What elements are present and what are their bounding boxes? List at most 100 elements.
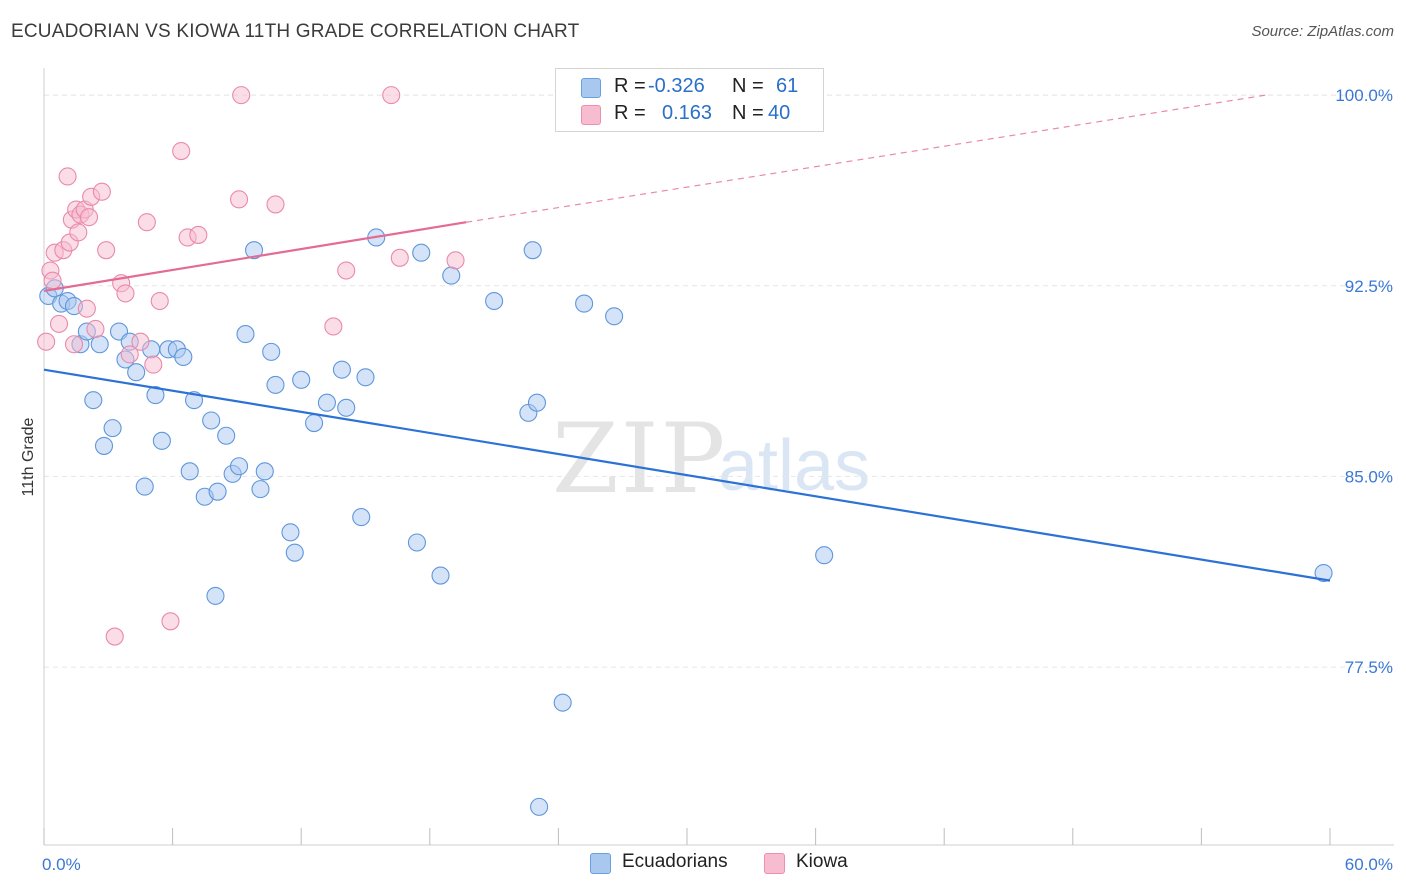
ecuadorian-point <box>90 335 109 354</box>
ecuadorian-point <box>255 462 274 481</box>
legend-n-label: N = <box>732 75 764 97</box>
ecuadorian-point <box>815 546 834 565</box>
series-kiowa <box>37 86 465 646</box>
legend-row-kiowa: R = 0.163 N = 40 <box>556 100 823 128</box>
legend-swatch-blue <box>581 78 601 98</box>
ecuadorian-point <box>305 413 324 433</box>
legend-r-value: 0.163 <box>662 102 713 124</box>
kiowa-point <box>232 86 251 105</box>
kiowa-point <box>446 251 465 270</box>
kiowa-point <box>105 627 124 646</box>
ecuadorian-point <box>174 347 193 366</box>
ecuadorian-point <box>356 368 375 387</box>
ecuadorian-point <box>152 431 171 450</box>
kiowa-point <box>131 332 150 351</box>
kiowa-point <box>266 195 285 214</box>
kiowa-point <box>172 142 191 161</box>
kiowa-trend-line <box>43 221 467 292</box>
ecuadorian-point <box>485 291 504 311</box>
ecuadorian-point <box>527 393 547 412</box>
ecuadorian-point <box>229 457 249 476</box>
bottom-legend-label: Kiowa <box>796 851 848 872</box>
y-tick-label: 85.0% <box>1345 467 1393 486</box>
kiowa-point <box>144 355 163 374</box>
ecuadorian-point <box>244 241 264 260</box>
kiowa-point <box>137 213 156 232</box>
kiowa-point <box>49 314 69 333</box>
ecuadorian-point <box>202 411 221 430</box>
ecuadorian-point <box>553 693 572 712</box>
legend-n-label: N = <box>732 102 764 124</box>
kiowa-point <box>86 319 105 339</box>
ecuadorian-point <box>127 363 146 382</box>
ecuadorian-point <box>292 370 311 389</box>
x-tick-label: 60.0% <box>1345 855 1393 874</box>
kiowa-point <box>43 271 62 290</box>
ecuadorian-point <box>262 342 281 361</box>
ecuadorian-trend-line <box>43 368 1331 582</box>
kiowa-point <box>77 299 96 318</box>
bottom-legend-swatch-pink <box>764 853 785 874</box>
ecuadorian-point <box>135 477 154 496</box>
ecuadorian-point <box>285 543 304 562</box>
ecuadorian-point <box>575 294 594 313</box>
kiowa-point <box>120 345 139 364</box>
ecuadorian-point <box>266 375 285 394</box>
series-ecuadorians <box>39 228 1333 816</box>
ecuadorian-point <box>530 797 549 816</box>
kiowa-point <box>58 167 77 186</box>
kiowa-point <box>69 223 88 242</box>
legend-n-value: 61 <box>776 75 799 97</box>
y-tick-label: 92.5% <box>1345 277 1393 296</box>
y-axis-label: 11th Grade <box>20 417 37 496</box>
legend-r-value: -0.326 <box>648 75 705 97</box>
kiowa-point <box>189 225 208 244</box>
watermark-atlas: atlas <box>718 426 870 506</box>
ecuadorian-point <box>431 566 450 585</box>
correlation-legend: R = -0.326 N = 61 R = 0.163 N = 40 <box>555 68 824 132</box>
ecuadorian-point <box>180 462 199 481</box>
legend-r-label: R = <box>614 75 646 97</box>
ecuadorian-point <box>407 533 426 552</box>
ecuadorian-point <box>317 393 336 412</box>
bottom-legend-swatch-blue <box>590 853 611 874</box>
ecuadorian-point <box>1314 563 1333 583</box>
kiowa-point <box>116 284 135 303</box>
kiowa-point <box>161 612 180 631</box>
ecuadorian-point <box>412 243 431 262</box>
legend-n-value: 40 <box>768 102 791 124</box>
chart-title: ECUADORIAN VS KIOWA 11TH GRADE CORRELATI… <box>11 21 580 42</box>
kiowa-point <box>229 190 249 209</box>
ecuadorian-point <box>251 480 270 499</box>
ecuadorian-point <box>352 508 371 527</box>
kiowa-point <box>97 241 116 260</box>
ecuadorian-point <box>332 360 351 379</box>
ecuadorian-point <box>206 586 225 605</box>
ecuadorian-point <box>217 426 236 445</box>
kiowa-point <box>37 332 56 351</box>
ecuadorian-point <box>605 307 624 326</box>
y-tick-label: 100.0% <box>1335 86 1393 105</box>
ecuadorian-point <box>94 436 114 455</box>
y-tick-label: 77.5% <box>1345 658 1393 677</box>
kiowa-point <box>150 291 169 311</box>
ecuadorian-point <box>337 398 356 417</box>
bottom-legend-label: Ecuadorians <box>622 851 728 872</box>
legend-swatch-pink <box>581 105 601 125</box>
kiowa-point <box>390 248 409 267</box>
kiowa-point <box>92 182 111 201</box>
kiowa-point <box>337 261 356 280</box>
ecuadorian-point <box>208 482 227 501</box>
x-tick-label: 0.0% <box>42 855 81 874</box>
kiowa-point <box>64 335 84 354</box>
legend-r-label: R = <box>614 102 646 124</box>
ecuadorian-point <box>281 523 300 542</box>
ecuadorian-point <box>146 386 165 405</box>
kiowa-point <box>382 86 401 105</box>
ecuadorian-point <box>236 325 255 344</box>
kiowa-point <box>79 208 99 227</box>
kiowa-trend-extension <box>466 94 1266 223</box>
ecuadorian-point <box>442 266 461 285</box>
ecuadorian-point <box>523 241 542 260</box>
